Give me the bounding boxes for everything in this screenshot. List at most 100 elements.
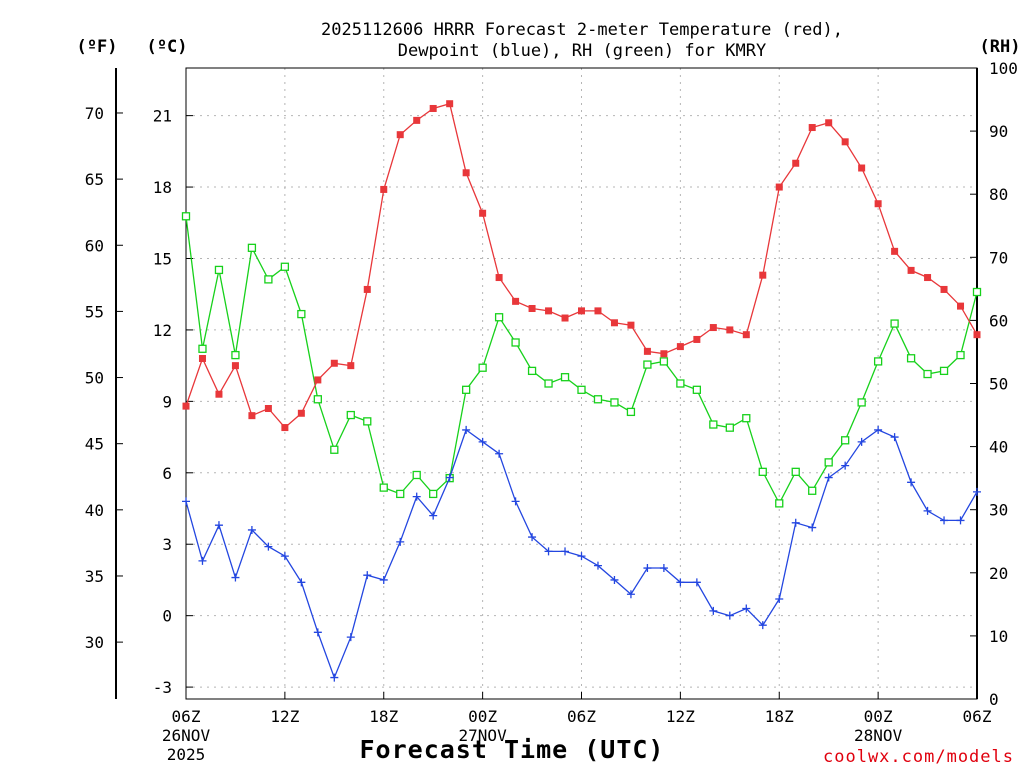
dewpoint-point (956, 516, 965, 525)
rh-point (742, 414, 751, 423)
rh-point (461, 385, 471, 394)
rh-point (626, 407, 636, 417)
rh-point (280, 262, 290, 271)
celsius-tick-label: 12 (153, 321, 172, 340)
dewpoint-point (379, 575, 388, 584)
dewpoint-point (626, 590, 635, 599)
data-series (181, 100, 982, 682)
temperature-point (347, 362, 355, 370)
rh-point (577, 385, 586, 394)
dewpoint-point (231, 573, 240, 582)
dewpoint-point (907, 478, 916, 487)
x-tick-label: 06Z (963, 707, 992, 726)
dewpoint-point (313, 628, 322, 637)
dewpoint-point (857, 437, 866, 446)
temperature-point (841, 138, 849, 146)
rh-point (775, 499, 784, 508)
dewpoint-point (725, 611, 734, 620)
temperature-point (198, 354, 206, 362)
rh-point (297, 309, 306, 319)
dewpoint-point (544, 547, 553, 556)
rh-point (544, 379, 553, 388)
rh-point (824, 458, 833, 467)
fahrenheit-tick-label: 70 (85, 104, 104, 123)
fahrenheit-tick-label: 65 (85, 170, 104, 189)
rh-tick-label: 40 (989, 438, 1008, 457)
temperature-point (462, 169, 470, 177)
dewpoint-point (297, 578, 306, 587)
rh-point (643, 360, 652, 369)
dewpoint-point (264, 542, 273, 551)
temperature-point (775, 183, 783, 191)
temperature-point (759, 271, 767, 279)
fahrenheit-tick-label: 30 (85, 633, 104, 652)
temperature-point (973, 331, 981, 339)
temperature-point (940, 285, 948, 293)
celsius-tick-label: 18 (153, 178, 172, 197)
temperature-point (231, 362, 239, 370)
rh-point (692, 385, 702, 394)
dewpoint-point (808, 523, 817, 532)
rh-point (593, 395, 603, 404)
dewpoint-point (692, 578, 701, 587)
rh-point (429, 489, 438, 499)
rh-point (758, 467, 767, 476)
dewpoint-point (445, 473, 454, 482)
temperature-point (676, 343, 684, 351)
x-tick-label: 12Z (270, 707, 299, 726)
temperature-point (660, 350, 668, 358)
rh-point (659, 357, 669, 366)
dewpoint-point (890, 433, 899, 442)
rh-point (560, 373, 570, 382)
x-tick-label: 18Z (369, 707, 398, 726)
x-tick-label: 00Z (468, 707, 497, 726)
temperature-point (726, 326, 734, 334)
rh-point (511, 338, 520, 347)
dewpoint-point (791, 518, 800, 527)
rh-point (906, 354, 916, 363)
temperature-point (314, 376, 322, 384)
dewpoint-point (841, 461, 850, 470)
series-0 (182, 100, 981, 432)
rh-tick-label: 10 (989, 627, 1008, 646)
dewpoint-point (198, 556, 207, 565)
dewpoint-point (593, 561, 602, 570)
rh-tick-label: 30 (989, 501, 1008, 520)
dewpoint-point (610, 575, 619, 584)
rh-point (231, 350, 240, 360)
x-tick-label: 12Z (666, 707, 695, 726)
rh-point (527, 366, 537, 376)
x-year-label: 2025 (167, 745, 206, 764)
temperature-point (545, 307, 553, 315)
dewpoint-point (330, 673, 339, 682)
dewpoint-point (478, 437, 487, 446)
rh-point (610, 398, 619, 407)
dewpoint-point (528, 533, 537, 542)
temperature-point (792, 159, 800, 167)
temperature-point (446, 100, 454, 108)
rh-point (330, 445, 339, 454)
temperature-point (182, 402, 190, 410)
rh-tick-label: 60 (989, 311, 1008, 330)
dewpoint-point (561, 547, 570, 556)
rh-tick-label: 50 (989, 375, 1008, 394)
fahrenheit-tick-label: 40 (85, 501, 104, 520)
dewpoint-point (758, 621, 767, 630)
rh-point (956, 350, 965, 360)
dewpoint-point (363, 571, 372, 580)
dewpoint-point (511, 497, 520, 506)
rh-point (939, 366, 949, 376)
dewpoint-point (742, 604, 751, 613)
rh-point (264, 275, 273, 284)
rh-point (873, 357, 883, 366)
dewpoint-point (462, 425, 471, 434)
rh-tick-label: 80 (989, 185, 1008, 204)
rh-point (412, 470, 421, 480)
chart-title-line-2: Dewpoint (blue), RH (green) for KMRY (398, 41, 766, 61)
chart-title-line-1: 2025112606 HRRR Forecast 2-meter Tempera… (321, 20, 843, 40)
celsius-tick-label: 21 (153, 107, 172, 126)
rh-point (676, 379, 685, 388)
temperature-point (643, 347, 651, 355)
temperature-point (363, 285, 371, 293)
